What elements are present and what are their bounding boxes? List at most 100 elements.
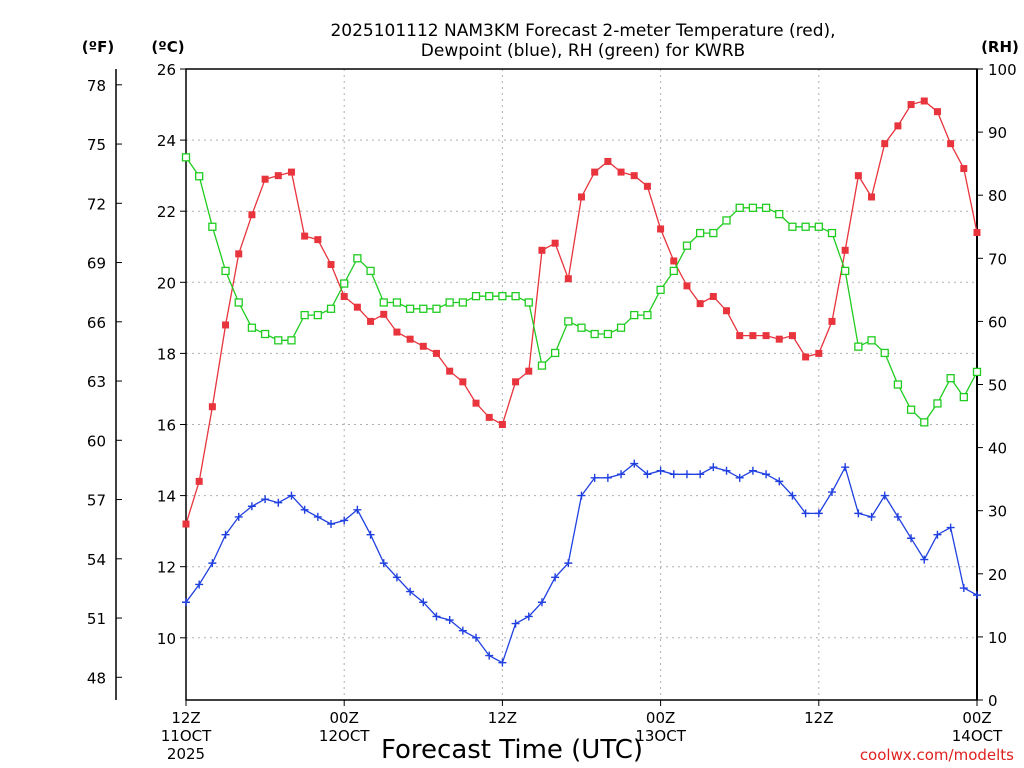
dewpoint-point-27 — [537, 598, 546, 607]
rh-point-30 — [577, 323, 586, 332]
dewpoint-series — [182, 459, 981, 667]
dewpoint-point-30 — [577, 491, 586, 500]
chart-title-line-2: Dewpoint (blue), RH (green) for KWRB — [421, 41, 745, 61]
x-tick-label-5-1: 14OCT — [952, 727, 1003, 745]
rh-point-34 — [630, 310, 639, 320]
dewpoint-point-1 — [195, 580, 204, 589]
rh-point-14 — [366, 266, 375, 276]
dewpoint-point-14 — [366, 530, 375, 539]
temperature-point-39 — [696, 300, 704, 308]
dewpoint-point-44 — [762, 470, 771, 479]
dewpoint-point-8 — [287, 491, 296, 500]
temperature-point-30 — [578, 193, 585, 201]
temperature-point-51 — [854, 172, 862, 180]
rh-point-22 — [471, 292, 481, 301]
dewpoint-point-40 — [709, 463, 718, 472]
rh-tick-label-1: 10 — [988, 629, 1007, 647]
fahrenheit-tick-label-6: 66 — [87, 314, 106, 332]
celsius-tick-label-8: 26 — [157, 61, 176, 79]
rh-series — [181, 153, 982, 427]
celsius-tick-label-4: 18 — [157, 345, 176, 363]
rh-point-28 — [550, 348, 560, 358]
dewpoint-point-11 — [327, 520, 336, 529]
rh-point-38 — [682, 241, 692, 250]
dewpoint-point-20 — [445, 616, 454, 625]
dewpoint-point-0 — [182, 598, 190, 607]
temperature-point-28 — [551, 239, 559, 247]
x-tick-label-0-0: 12Z — [171, 709, 200, 727]
dewpoint-point-52 — [867, 512, 876, 521]
temperature-point-13 — [353, 303, 361, 311]
dewpoint-point-29 — [564, 559, 573, 568]
temperature-point-9 — [301, 232, 309, 240]
dewpoint-point-55 — [907, 534, 916, 543]
rh-tick-label-10: 100 — [988, 61, 1017, 79]
temperature-point-6 — [261, 175, 269, 183]
rh-point-42 — [735, 203, 744, 212]
temperature-point-1 — [195, 477, 203, 485]
fahrenheit-tick-label-1: 51 — [87, 610, 106, 628]
temperature-point-3 — [222, 321, 230, 329]
rh-point-41 — [722, 216, 731, 225]
temperature-point-52 — [868, 193, 876, 201]
dewpoint-point-3 — [221, 530, 230, 539]
rh-point-27 — [537, 361, 547, 370]
temperature-point-57 — [933, 108, 941, 116]
dewpoint-point-56 — [920, 555, 929, 564]
rh-point-21 — [458, 298, 468, 307]
fahrenheit-tick-label-5: 63 — [87, 373, 106, 391]
chart-title-line-1: 2025101112 NAM3KM Forecast 2-meter Tempe… — [330, 21, 835, 41]
rh-point-11 — [326, 304, 336, 313]
dewpoint-point-49 — [827, 488, 836, 497]
temperature-point-11 — [327, 261, 335, 269]
plot-frame — [185, 68, 978, 701]
rh-point-54 — [893, 380, 903, 389]
rh-point-5 — [247, 323, 257, 332]
dewpoint-point-43 — [748, 466, 757, 475]
temperature-point-23 — [485, 413, 493, 421]
dewpoint-point-5 — [247, 502, 256, 511]
temperature-series — [182, 97, 981, 528]
celsius-tick-label-7: 24 — [157, 132, 176, 150]
temperature-point-38 — [683, 282, 691, 290]
rh-point-18 — [419, 304, 428, 313]
dewpoint-point-9 — [300, 505, 309, 514]
dewpoint-point-33 — [617, 470, 626, 479]
dewpoint-point-26 — [524, 612, 533, 621]
rh-point-4 — [234, 298, 243, 307]
dewpoint-point-41 — [722, 466, 731, 475]
temperature-point-10 — [314, 236, 322, 244]
temperature-point-16 — [393, 328, 401, 336]
x-tick-label-2-0: 12Z — [488, 709, 517, 727]
temperature-point-4 — [235, 250, 243, 258]
rh-point-60 — [972, 367, 982, 377]
temperature-point-7 — [274, 172, 282, 180]
temperature-point-5 — [248, 211, 256, 219]
temperature-point-41 — [723, 307, 731, 315]
fahrenheit-tick-label-0: 48 — [87, 669, 106, 687]
rh-point-16 — [392, 298, 402, 307]
temperature-point-47 — [802, 353, 810, 361]
dewpoint-point-48 — [814, 509, 823, 518]
temperature-point-31 — [591, 168, 599, 176]
temperature-point-26 — [525, 367, 533, 375]
rh-point-56 — [920, 418, 929, 427]
x-tick-label-0-1: 11OCT — [161, 727, 212, 745]
rh-point-26 — [524, 298, 533, 307]
rh-point-55 — [906, 405, 916, 414]
fahrenheit-tick-label-3: 57 — [87, 492, 106, 510]
x-tick-label-1-0: 00Z — [330, 709, 359, 727]
temperature-point-14 — [367, 317, 375, 325]
rh-point-39 — [696, 228, 705, 238]
temperature-point-19 — [432, 349, 440, 357]
temperature-point-20 — [446, 367, 454, 375]
dewpoint-point-23 — [485, 651, 494, 660]
dewpoint-point-51 — [854, 509, 863, 518]
rh-point-35 — [643, 310, 652, 320]
celsius-tick-label-0: 10 — [157, 630, 176, 648]
rh-point-48 — [814, 222, 823, 231]
dewpoint-point-25 — [511, 619, 520, 628]
dewpoint-point-22 — [472, 633, 481, 642]
temperature-point-48 — [815, 349, 823, 357]
fahrenheit-tick-label-7: 69 — [87, 255, 106, 273]
